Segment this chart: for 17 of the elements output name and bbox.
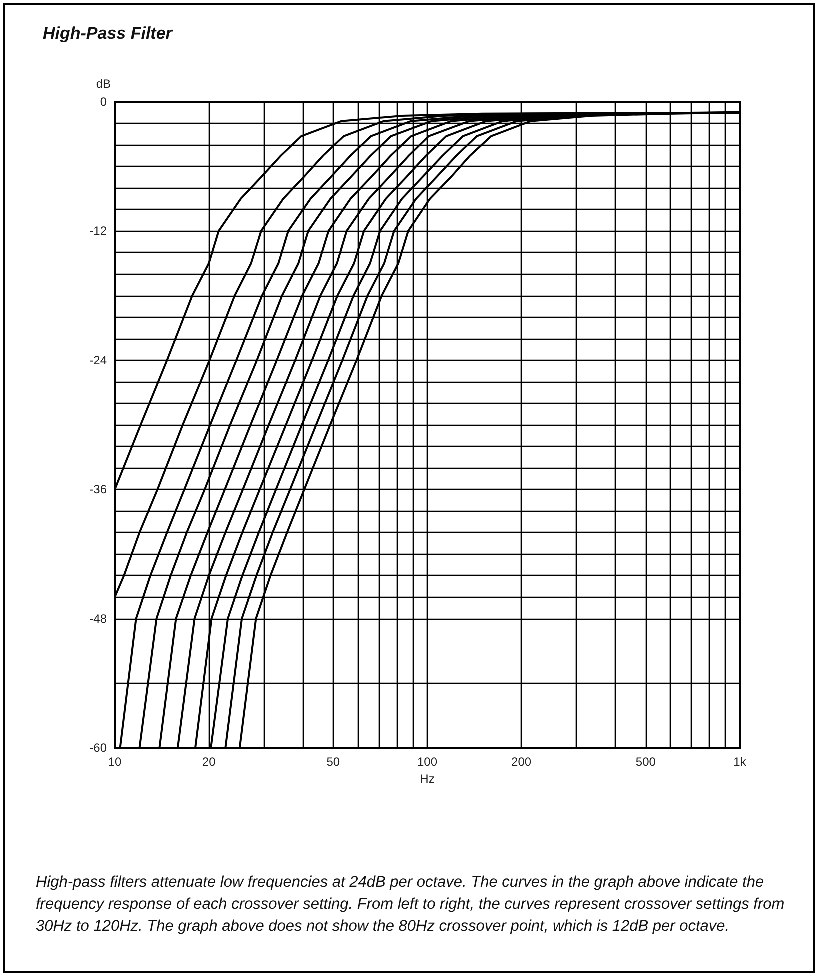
y-tick-label: -48 [90, 612, 108, 626]
x-tick-label: 20 [202, 755, 216, 769]
x-tick-label: 10 [108, 755, 122, 769]
chart-title: High-Pass Filter [43, 24, 174, 43]
x-axis-title: Hz [420, 772, 435, 786]
x-tick-label: 100 [417, 755, 438, 769]
y-tick-label: -60 [90, 741, 108, 755]
text: High-pass filters attenuate low frequencies at 24dB per octave. The curves in the graph above indicate the frequency response of each crossover setting. From left to right, the curves represent crossover settings from 30Hz to 120Hz. The graph above does not show the 80Hz crossover point, which is 12dB per octave. [36, 873, 786, 937]
x-tick-label: 500 [636, 755, 656, 769]
y-tick-label: 0 [100, 95, 108, 109]
y-axis-title: dB [96, 77, 111, 91]
x-tick-label: 1k [734, 755, 748, 769]
x-tick-label: 50 [326, 755, 340, 769]
y-tick-label: -24 [90, 353, 108, 368]
y-tick-label: -12 [90, 224, 108, 238]
y-tick-label: -36 [90, 482, 108, 497]
x-tick-label: 200 [512, 755, 532, 769]
